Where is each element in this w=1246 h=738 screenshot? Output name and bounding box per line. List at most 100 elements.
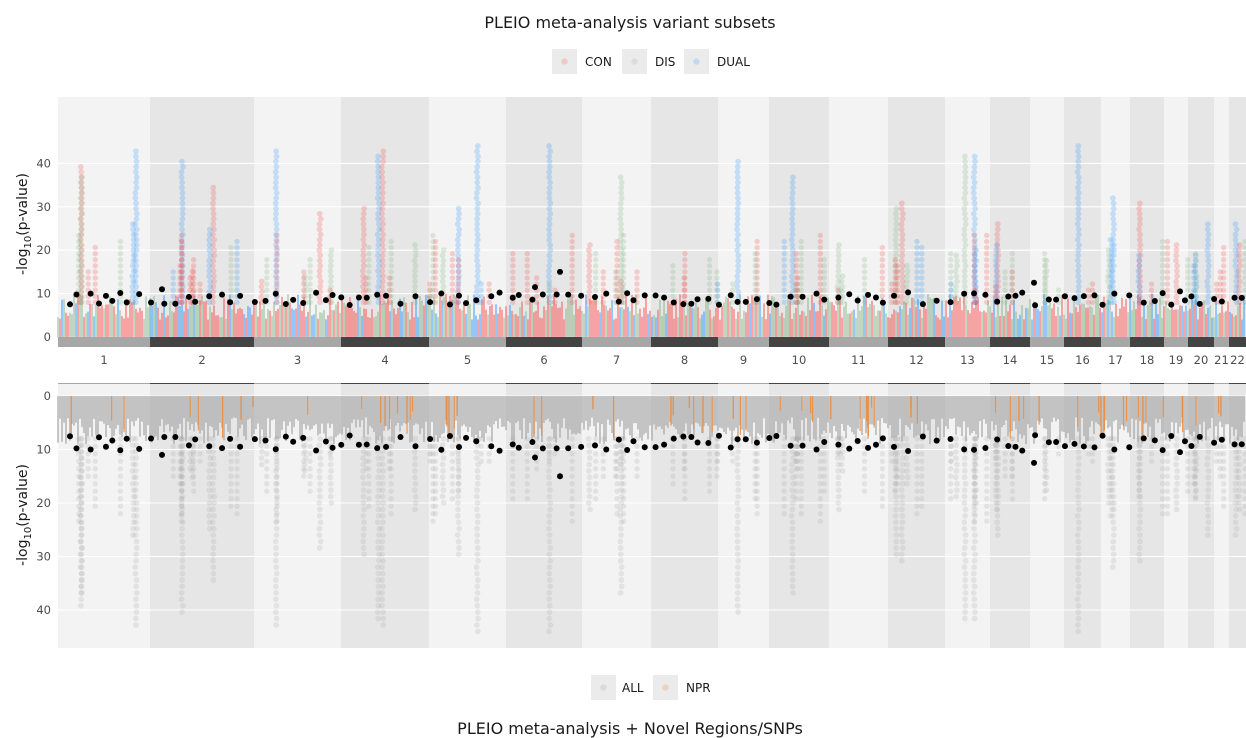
bottom-point-all <box>179 506 185 513</box>
top-lead-snp <box>397 300 404 307</box>
bottom-point-all <box>899 448 906 455</box>
top-point-dis <box>1043 273 1049 280</box>
bottom-point-all <box>1220 496 1227 502</box>
bottom-point-all <box>473 493 480 500</box>
top-point-con <box>380 153 387 160</box>
bottom-point-all <box>1135 461 1142 468</box>
bottom-point-all <box>412 480 419 487</box>
top-point <box>569 257 575 263</box>
bottom-point-all <box>798 451 805 457</box>
bottom-point-all <box>274 511 280 517</box>
top-point <box>793 281 799 287</box>
top-point <box>432 257 439 263</box>
top-point-con <box>211 247 217 254</box>
top-lead-snp <box>630 297 637 304</box>
top-point <box>1159 244 1166 251</box>
top-lead-snp <box>338 294 345 301</box>
top-point-dual <box>1075 231 1082 238</box>
bottom-point-all <box>793 436 799 442</box>
top-chart-title: PLEIO meta-analysis variant subsets <box>484 13 775 32</box>
top-point-dual <box>1075 163 1082 170</box>
bottom-point-all <box>274 466 280 472</box>
top-point-dual <box>546 288 553 295</box>
top-point-con <box>259 288 265 295</box>
top-point-dual <box>789 210 796 217</box>
bottom-point-all <box>1108 493 1115 500</box>
top-point <box>620 299 627 305</box>
bottom-point-all <box>77 487 84 494</box>
top-point-dis <box>440 247 447 254</box>
bottom-point-all <box>455 455 462 461</box>
top-point <box>971 250 977 257</box>
bottom-point-all <box>78 583 84 590</box>
bottom-point-all <box>821 458 827 464</box>
top-point-dual <box>455 262 462 269</box>
bottom-point-all <box>76 473 82 479</box>
bottom-point-all <box>316 474 323 481</box>
top-point-dual <box>1110 278 1116 285</box>
bottom-point-all <box>1159 488 1166 494</box>
top-point <box>1009 299 1016 305</box>
top-point <box>670 293 676 299</box>
top-point <box>1220 244 1227 251</box>
top-point-dual <box>789 195 796 202</box>
bottom-point-all <box>546 532 553 538</box>
bottom-point-all <box>130 493 137 500</box>
bottom-point-all <box>994 487 1001 494</box>
top-lead-snp <box>1111 290 1118 297</box>
top-point <box>798 299 805 305</box>
top-point-dis <box>893 273 900 280</box>
bottom-point-all <box>972 551 979 558</box>
bottom-point-all <box>971 564 978 571</box>
top-point-dis <box>962 216 969 222</box>
top-point <box>190 281 197 287</box>
top-band-chr4 <box>341 97 429 347</box>
bottom-point-all <box>440 487 447 494</box>
top-point <box>363 299 369 305</box>
bottom-point-all <box>78 519 85 526</box>
bottom-point-all <box>1192 473 1199 479</box>
bottom-point-all <box>971 500 978 506</box>
top-point <box>971 244 977 251</box>
top-point <box>76 269 82 275</box>
top-point-con <box>1236 242 1243 248</box>
top-lead-snp <box>694 296 701 303</box>
top-point <box>947 287 954 293</box>
bottom-point-all <box>307 436 313 442</box>
bottom-point-all <box>510 496 516 502</box>
bottom-point-all <box>474 512 481 519</box>
top-point-dual <box>971 273 977 280</box>
bottom-point-all <box>379 448 386 455</box>
top-point-dual <box>972 236 978 243</box>
chromosome-label: 8 <box>681 353 688 367</box>
bottom-point-all <box>971 466 977 472</box>
top-point <box>430 275 436 281</box>
top-point-dual <box>1075 273 1082 280</box>
top-point <box>706 275 713 281</box>
bottom-point-all <box>1002 451 1008 457</box>
bottom-point-all <box>1002 458 1008 464</box>
bottom-point-all <box>307 481 313 487</box>
bottom-point-all <box>992 455 999 461</box>
top-point <box>1041 275 1048 281</box>
top-point <box>634 293 640 299</box>
top-point <box>386 275 393 281</box>
top-point <box>274 263 280 269</box>
bottom-point-all <box>179 511 185 517</box>
bottom-point-all <box>379 577 386 583</box>
bottom-point-all <box>473 448 480 455</box>
bottom-point-all <box>273 461 280 468</box>
top-point-dis <box>78 294 85 300</box>
bottom-point-all <box>206 519 213 526</box>
top-point-dual <box>546 278 553 285</box>
bottom-point-all <box>366 458 372 464</box>
bottom-lead-snp <box>821 439 828 446</box>
top-point <box>264 263 270 269</box>
top-lead-snp <box>641 292 648 299</box>
bottom-point-all <box>1159 503 1166 509</box>
top-point-con <box>210 200 216 207</box>
bottom-point-all <box>197 436 203 442</box>
bottom-point-all <box>360 480 367 487</box>
top-point-con <box>210 283 217 290</box>
bottom-point-all <box>889 458 895 464</box>
